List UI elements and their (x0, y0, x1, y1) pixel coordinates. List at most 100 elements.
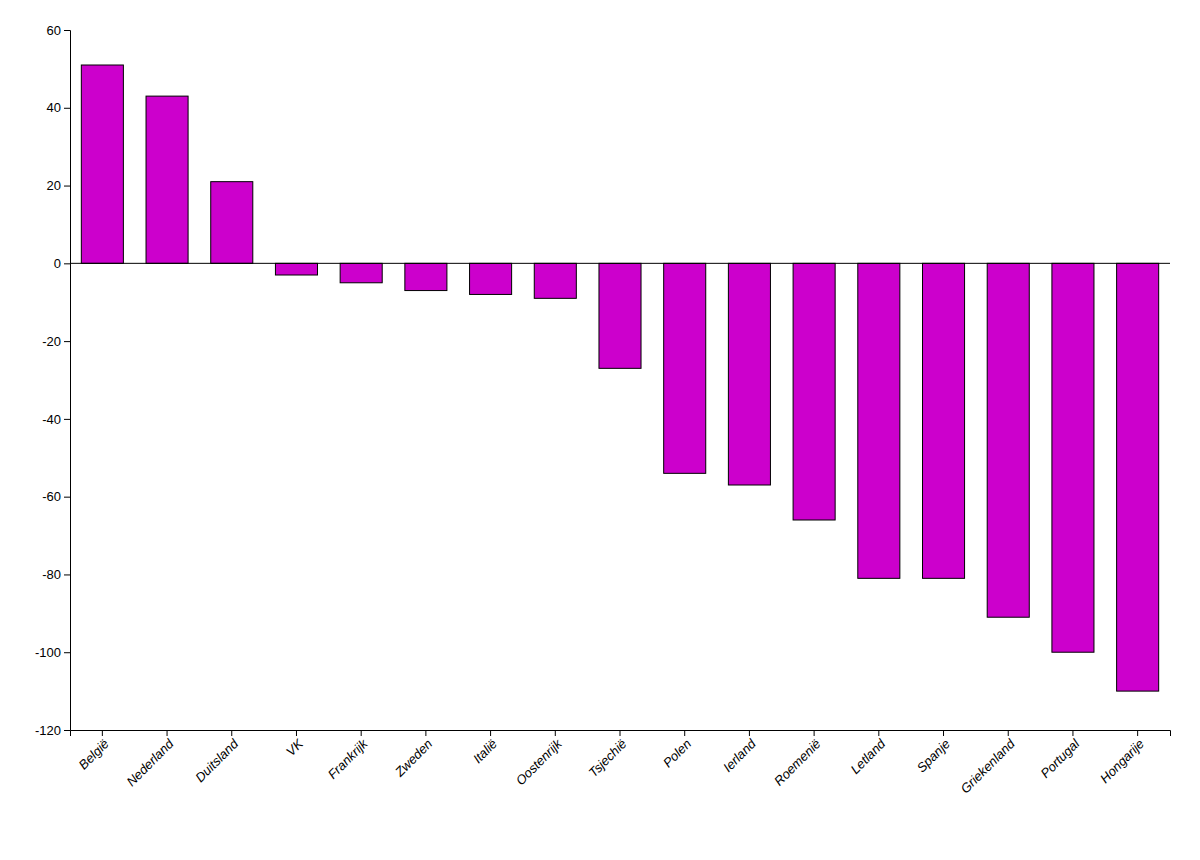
x-tick-label: Nederland (123, 736, 177, 790)
y-axis-line (64, 31, 71, 731)
bar (405, 263, 447, 290)
y-tick-mark (64, 497, 70, 498)
y-tick: -60 (42, 489, 70, 504)
x-tick-label: Duitsland (192, 736, 241, 785)
bar (534, 263, 576, 298)
y-tick-mark (64, 574, 70, 575)
x-tick-mark (943, 730, 944, 736)
y-tick-mark (64, 419, 70, 420)
x-tick-label: Ierland (720, 736, 759, 775)
y-tick: -120 (35, 723, 70, 738)
x-tick-mark (1137, 730, 1138, 736)
y-axis: -120 -100 -80 -60 -40 -20 0 20 40 60 (35, 23, 71, 738)
x-tick: Portugal (1037, 730, 1083, 781)
y-tick-mark (64, 30, 70, 31)
zero-line (70, 263, 1170, 264)
x-tick: Nederland (123, 730, 177, 789)
y-tick: 0 (54, 256, 70, 271)
x-tick-label: Frankrijk (325, 735, 372, 782)
x-tick-mark (490, 730, 491, 736)
chart-svg: -120 -100 -80 -60 -40 -20 0 20 40 60 België Nederla… (0, 0, 1200, 860)
bar (81, 65, 123, 263)
y-tick: -20 (42, 334, 70, 349)
x-tick-mark (878, 730, 879, 736)
bar (470, 263, 512, 294)
x-tick: Oostenrijk (513, 730, 566, 788)
bar (599, 263, 641, 368)
bar (275, 263, 317, 275)
x-tick: Spanje (914, 730, 953, 775)
x-axis: België Nederland Duitsland VK Frankrijk Zwede… (71, 730, 1171, 796)
y-tick-label: -60 (42, 489, 61, 504)
x-tick-mark (1072, 730, 1073, 736)
x-tick-label: Letland (847, 736, 888, 777)
y-tick-label: 40 (47, 100, 61, 115)
y-tick-mark (64, 730, 70, 731)
bar (340, 263, 382, 282)
x-tick: Tsjechië (585, 730, 629, 780)
x-tick-label: Spanje (914, 736, 953, 775)
bar (793, 263, 835, 520)
bar (211, 182, 253, 264)
x-tick-label: Polen (660, 736, 694, 770)
bars (70, 65, 1170, 691)
y-tick-label: -100 (35, 645, 61, 660)
bar (987, 263, 1029, 617)
x-tick-label: Hongarije (1097, 736, 1147, 786)
x-tick-mark (555, 730, 556, 736)
y-tick-label: -20 (42, 334, 61, 349)
y-tick-label: 0 (54, 256, 61, 271)
y-tick-label: -120 (35, 723, 61, 738)
bar (858, 263, 900, 578)
x-tick-label: Italië (470, 736, 500, 766)
x-tick-mark (296, 730, 297, 736)
x-tick-label: Oostenrijk (513, 735, 566, 788)
y-tick: 20 (47, 178, 70, 193)
x-tick-label: België (76, 736, 112, 772)
x-tick: Griekenland (957, 730, 1018, 796)
x-tick-mark (684, 730, 685, 736)
x-tick-mark (167, 730, 168, 736)
x-tick-mark (749, 730, 750, 736)
y-tick-label: -40 (42, 412, 61, 427)
x-tick-mark (1008, 730, 1009, 736)
x-tick: Zweden (391, 730, 435, 780)
y-tick-mark (64, 341, 70, 342)
y-tick-label: -80 (42, 567, 61, 582)
bar (664, 263, 706, 473)
x-tick: Ierland (720, 730, 759, 775)
x-tick-label: Griekenland (957, 736, 1018, 797)
x-tick-label: Tsjechië (585, 736, 629, 780)
x-tick: VK (283, 730, 307, 759)
bar (146, 96, 188, 263)
x-tick-mark (425, 730, 426, 736)
x-tick: Roemenië (771, 730, 824, 789)
x-axis-line (71, 731, 1171, 737)
y-tick: 60 (47, 23, 70, 38)
bar (923, 263, 965, 578)
y-tick: 40 (47, 100, 70, 115)
x-tick-mark (102, 730, 103, 736)
x-tick-mark (231, 730, 232, 736)
x-tick: Italië (470, 730, 500, 766)
y-tick-label: 20 (47, 178, 61, 193)
chart-container: -120 -100 -80 -60 -40 -20 0 20 40 60 België Nederla… (0, 0, 1200, 860)
x-tick-mark (814, 730, 815, 736)
y-tick: -80 (42, 567, 70, 582)
x-tick-mark (361, 730, 362, 736)
x-tick-label: VK (283, 735, 307, 759)
y-tick-label: 60 (47, 23, 61, 38)
x-tick-label: Roemenië (771, 736, 824, 789)
x-tick: België (76, 730, 112, 772)
bar (1117, 263, 1159, 691)
y-tick: -100 (35, 645, 70, 660)
y-tick-mark (64, 652, 70, 653)
x-tick-mark (620, 730, 621, 736)
y-tick-mark (64, 263, 70, 264)
y-tick-mark (64, 108, 70, 109)
bar (1052, 263, 1094, 652)
x-tick-label: Zweden (391, 736, 435, 780)
x-tick: Duitsland (192, 730, 241, 785)
x-tick-label: Portugal (1037, 735, 1083, 781)
x-tick: Frankrijk (325, 730, 372, 782)
